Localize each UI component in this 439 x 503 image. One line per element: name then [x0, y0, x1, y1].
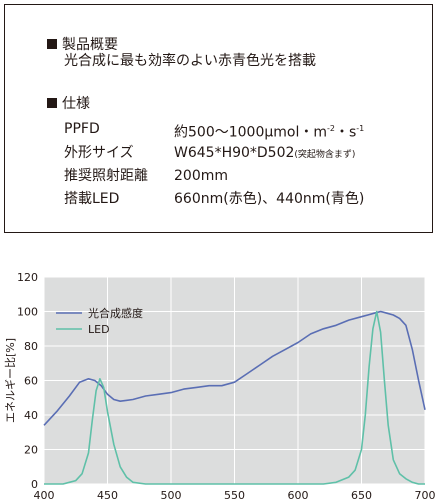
overview-heading-text: 製品概要 [62, 37, 118, 53]
y-tick-label: 60 [24, 375, 38, 388]
y-axis-label: エネルギー比[%] [4, 338, 17, 423]
spec-key: 推奨照射距離 [64, 168, 148, 184]
spec-heading: 仕様 [47, 96, 90, 112]
spec-key: 外形サイズ [64, 145, 134, 161]
legend-label: 光合成感度 [88, 306, 143, 320]
square-bullet-icon [47, 98, 57, 108]
x-tick-label: 400 [34, 489, 55, 502]
spec-note: (突起物含まず) [294, 150, 356, 160]
spec-heading-text: 仕様 [62, 96, 90, 112]
spec-value: 約500〜1000μmol・m-2・s-1 [174, 124, 365, 141]
legend-label: LED [88, 323, 110, 336]
y-tick-label: 0 [31, 478, 38, 491]
overview-heading: 製品概要 [47, 37, 118, 53]
spec-value: 660nm(赤色)、440nm(青色) [174, 191, 365, 207]
spectrum-chart: 0 20 40 60 80 100 120 400 450 500 550 600 650 700 エネルギ… [4, 271, 436, 502]
y-tick-label: 100 [17, 306, 38, 319]
product-spec-box [4, 4, 433, 233]
spec-value: W645*H90*D502(突起物含まず) [174, 145, 356, 161]
y-tick-label: 120 [17, 271, 38, 284]
x-tick-label: 500 [161, 489, 182, 502]
series-line-1 [44, 310, 425, 485]
y-tick-label: 20 [24, 444, 38, 457]
square-bullet-icon [47, 39, 57, 49]
spec-key: 搭載LED [64, 191, 120, 207]
overview-text: 光合成に最も効率のよい赤青色光を搭載 [64, 53, 316, 69]
x-tick-label: 650 [351, 489, 372, 502]
spec-key: PPFD [64, 121, 100, 137]
y-tick-label: 80 [24, 340, 38, 353]
x-tick-label: 700 [415, 489, 436, 502]
x-tick-label: 550 [224, 489, 245, 502]
y-tick-label: 40 [24, 409, 38, 422]
x-tick-label: 600 [288, 489, 309, 502]
x-tick-label: 450 [97, 489, 118, 502]
spec-value: 200mm [174, 168, 228, 184]
